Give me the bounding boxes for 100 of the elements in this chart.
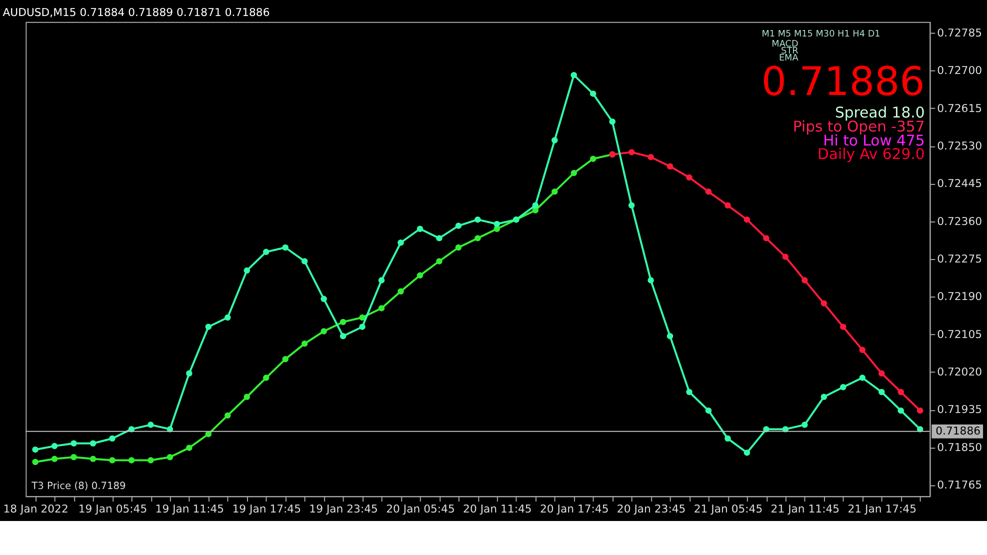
point [109,457,116,464]
y-tick-label: 0.72105 [937,328,982,341]
x-tick-label: 19 Jan 23:45 [309,502,378,516]
x-tick-label: 20 Jan 17:45 [540,502,609,516]
point [282,356,288,362]
point [51,456,58,462]
point [51,442,58,450]
point [802,277,808,284]
point [166,454,174,460]
point [724,202,731,209]
point [705,407,712,414]
x-tick-label: 20 Jan 23:45 [616,502,686,516]
point [186,370,192,376]
x-tick-label: 19 Jan 17:45 [232,502,301,516]
point [359,314,366,321]
point [859,346,866,353]
point [840,384,846,390]
point [648,277,654,284]
point [320,328,327,334]
point [628,149,635,156]
y-tick-label: 0.72445 [937,177,982,190]
point [474,216,481,223]
x-tick-label: 19 Jan 05:45 [78,502,148,516]
point [628,202,635,209]
point [320,296,327,302]
point [686,174,692,181]
point [782,254,789,260]
y-tick-label: 0.72615 [937,102,982,115]
point [244,394,250,400]
point [570,170,577,176]
y-tick-label: 0.72020 [937,365,982,378]
chart-title: AUDUSD,M15 0.71884 0.71889 0.71871 0.71886 [2,6,270,19]
point [455,244,462,251]
point [398,288,404,294]
point [878,388,885,396]
y-tick-label: 0.71935 [937,403,982,416]
point [590,90,596,97]
point [590,156,596,162]
point [205,324,212,330]
ref-line-label: 0.71886 [936,424,981,438]
point [744,450,750,456]
point [398,240,404,246]
point [301,340,308,347]
x-tick-label: 21 Jan 11:45 [770,502,840,516]
annotation: M1 M5 M15 M30 H1 H4 D1 [762,30,880,40]
point [648,154,654,160]
point [552,137,558,144]
y-tick-label: 0.72530 [937,139,982,152]
point [262,374,270,381]
point [301,258,308,264]
x-tick-label: 21 Jan 05:45 [694,502,763,516]
point [763,235,770,242]
point [724,435,731,442]
point [455,222,462,229]
annotation: Daily Av 629.0 [818,146,925,164]
point [570,72,577,78]
point [186,444,192,451]
point [494,220,500,228]
point [859,374,866,381]
point [359,324,366,330]
point [340,333,346,340]
point [340,318,346,326]
annotation: Spread 18.0 [834,104,925,122]
point [802,422,808,428]
point [224,412,231,419]
point [416,226,424,232]
point [552,188,558,195]
point [840,324,846,330]
point [148,422,154,428]
point [416,272,424,279]
y-tick-label: 0.72700 [937,64,982,78]
y-tick-label: 0.71765 [937,478,982,492]
x-tick-label: 19 Jan 11:45 [155,502,224,516]
point [820,300,828,306]
point [90,440,96,447]
point [436,235,442,242]
point [532,202,539,209]
point [244,267,250,274]
point [32,458,38,466]
point [282,244,288,251]
point [224,314,231,321]
x-tick-label: 20 Jan 05:45 [386,502,455,516]
point [378,305,385,312]
y-tick-label: 0.72785 [937,26,982,40]
y-tick-label: 0.72190 [937,290,982,304]
point [70,454,77,460]
point [109,435,116,442]
point [916,407,924,414]
point [90,456,96,462]
point [32,446,38,453]
y-tick-label: 0.72275 [937,252,982,266]
point [820,394,828,400]
x-tick-label: 18 Jan 2022 [3,502,68,516]
point [474,235,481,242]
point [262,248,270,256]
point [744,216,750,223]
x-tick-label: 21 Jan 17:45 [848,502,916,516]
y-tick-label: 0.72360 [937,214,982,228]
annotation: 0.71886 [761,59,925,106]
point [148,457,154,464]
